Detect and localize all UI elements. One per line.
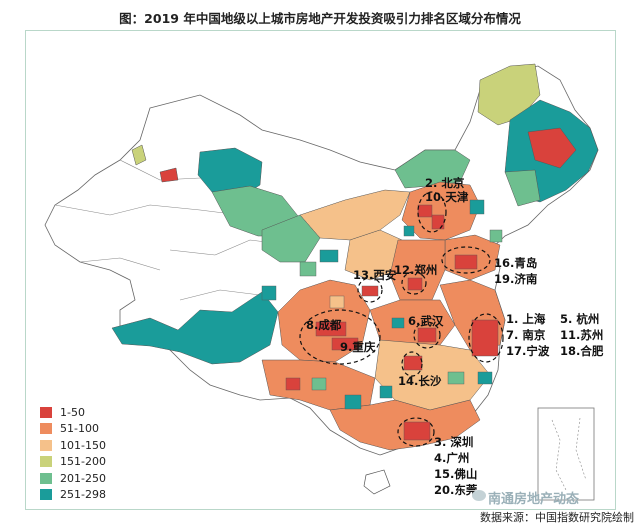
legend-label: 101-150	[60, 438, 106, 452]
legend-label: 251-298	[60, 488, 106, 502]
legend-label: 51-100	[60, 422, 99, 436]
wechat-icon	[472, 490, 486, 501]
circle-zhengzhou	[401, 271, 427, 295]
label-suzhou: 11.苏州	[560, 328, 604, 342]
region-northeast-green	[504, 169, 541, 207]
legend-swatch	[40, 456, 52, 468]
label-shanghai: 1. 上海	[506, 312, 546, 326]
legend-label: 201-250	[60, 471, 106, 485]
label-zhengzhou: 12.郑州	[394, 263, 438, 277]
label-xian: 13.西安	[353, 268, 397, 282]
legend: 1-50 51-100 101-150 151-200 201-250 251-…	[40, 404, 106, 503]
label-nanjing: 7. 南京	[506, 328, 546, 342]
label-ningbo: 17.宁波	[506, 344, 550, 358]
circle-chengdu-chongqing	[299, 309, 381, 365]
region-red-small-west	[159, 167, 179, 183]
label-foshan: 15.佛山	[434, 467, 478, 481]
region-teal-tibet	[111, 291, 279, 365]
legend-swatch	[40, 439, 52, 451]
circle-xian	[357, 277, 383, 303]
legend-item: 1-50	[40, 404, 106, 421]
legend-label: 151-200	[60, 455, 106, 469]
legend-item: 201-250	[40, 470, 106, 487]
label-qingdao: 16.青岛	[494, 256, 538, 270]
legend-label: 1-50	[60, 405, 85, 419]
figure-title: 图：2019 年中国地级以上城市房地产开发投资吸引力排名区域分布情况	[119, 11, 521, 26]
label-guangzhou: 4.广州	[434, 451, 470, 465]
circle-yangtze-delta	[468, 313, 504, 363]
label-chongqing: 9.重庆	[340, 340, 376, 354]
legend-item: 251-298	[40, 487, 106, 504]
circle-wuhan	[413, 321, 441, 349]
legend-swatch	[40, 423, 52, 435]
legend-item: 51-100	[40, 421, 106, 438]
region-hainan	[363, 469, 391, 495]
label-hangzhou: 5. 杭州	[560, 312, 600, 326]
source-note: 数据来源：中国指数研究院绘制	[480, 511, 634, 524]
label-hefei: 18.合肥	[560, 344, 604, 358]
circle-prd	[397, 417, 435, 447]
region-shaanxi	[299, 189, 411, 241]
map-frame	[25, 30, 616, 510]
circle-changsha	[401, 351, 423, 377]
region-northeast-red	[527, 127, 577, 169]
label-shenzhen: 3. 深圳	[434, 435, 474, 449]
legend-item: 101-150	[40, 437, 106, 454]
circle-beijing-tianjin	[417, 191, 447, 233]
region-green-mongolia	[394, 149, 471, 189]
south-sea-inset	[537, 407, 595, 501]
label-changsha: 14.长沙	[398, 374, 442, 388]
label-dongguan: 20.东莞	[434, 483, 478, 497]
label-beijing: 2. 北京	[425, 176, 465, 190]
watermark: 南通房地产动态	[488, 492, 580, 507]
circle-qingdao-jinan	[441, 246, 491, 274]
label-jinan: 19.济南	[494, 272, 538, 286]
legend-swatch	[40, 489, 52, 501]
legend-swatch	[40, 472, 52, 484]
label-tianjin: 10.天津	[425, 190, 469, 204]
label-wuhan: 6.武汉	[408, 314, 444, 328]
region-olive-small	[131, 144, 147, 166]
legend-swatch	[40, 406, 52, 418]
label-chengdu: 8.成都	[306, 318, 342, 332]
legend-item: 151-200	[40, 454, 106, 471]
